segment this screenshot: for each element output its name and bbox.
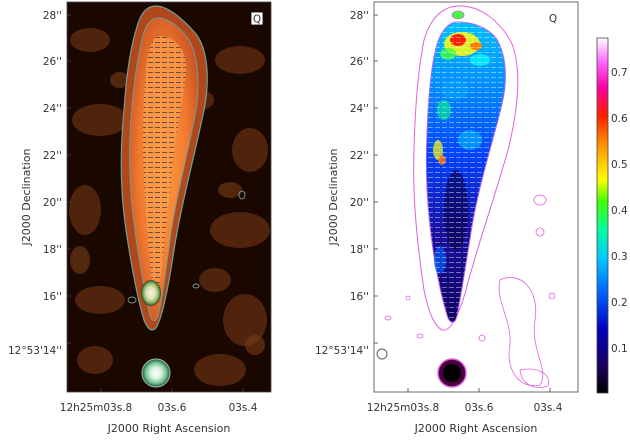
left-x-tick: 03s.6 [158,402,187,414]
colorbar: 0.7 0.6 0.5 0.4 0.3 0.2 0.1 [596,37,628,394]
right-x-tick: 03s.6 [465,402,494,414]
colorbar-tick: 0.1 [611,343,628,355]
left-y-tick: 22'' [43,150,62,162]
left-image [69,5,270,388]
left-x-ticks: 12h25m03s.8 03s.6 03s.4 [60,402,258,414]
right-y-tick: 18'' [350,244,369,256]
left-panel-label: Q [253,14,261,26]
right-y-tick: 26'' [350,56,369,68]
right-panel: Q 28'' 26'' 24'' 22'' 20'' 18'' 16'' 12°… [315,1,579,435]
right-x-tick: 12h25m03s.8 [367,402,439,414]
right-x-tick: 03s.4 [534,402,563,414]
right-y-tick: 12°53'14'' [315,345,369,357]
beam-circle [376,348,388,360]
left-y-ticks: 28'' 26'' 24'' 22'' 20'' 18'' 16'' 12°53… [8,10,62,357]
left-y-tick: 12°53'14'' [8,345,62,357]
left-y-tick: 24'' [43,103,62,115]
right-y-tick: 22'' [350,150,369,162]
left-y-tick: 28'' [43,10,62,22]
colorbar-tick: 0.2 [611,297,628,309]
left-y-tick: 26'' [43,56,62,68]
left-x-tick: 12h25m03s.8 [60,402,132,414]
colorbar-tick: 0.3 [611,251,628,263]
colorbar-tick: 0.5 [611,159,628,171]
left-jet-knot [141,280,161,306]
right-tick-marks [374,14,551,392]
right-ylabel: J2000 Declination [327,149,340,247]
colorbar-ticks: 0.7 0.6 0.5 0.4 0.3 0.2 0.1 [611,67,628,355]
left-x-tick: 03s.4 [229,402,258,414]
colorbar-gradient [596,37,609,394]
left-y-tick: 16'' [43,291,62,303]
right-y-tick: 28'' [350,10,369,22]
right-x-ticks: 12h25m03s.8 03s.6 03s.4 [367,402,563,414]
left-y-tick: 20'' [43,197,62,209]
right-y-tick: 24'' [350,103,369,115]
left-y-tick: 18'' [43,244,62,256]
right-y-tick: 20'' [350,197,369,209]
left-xlabel: J2000 Right Ascension [107,422,231,435]
left-core [141,358,171,388]
right-y-tick: 16'' [350,291,369,303]
right-y-ticks: 28'' 26'' 24'' 22'' 20'' 18'' 16'' 12°53… [315,10,369,357]
left-ylabel: J2000 Declination [20,149,33,247]
right-panel-label: Q [549,13,557,25]
left-panel: Q 28'' 26'' 24'' 22'' 20'' 18'' 16'' 12°… [8,1,272,435]
right-image [376,5,556,388]
colorbar-tick: 0.6 [611,113,628,125]
left-tick-marks [67,14,244,392]
right-xlabel: J2000 Right Ascension [414,422,538,435]
colorbar-tick: 0.7 [611,67,628,79]
colorbar-tick: 0.4 [611,205,628,217]
